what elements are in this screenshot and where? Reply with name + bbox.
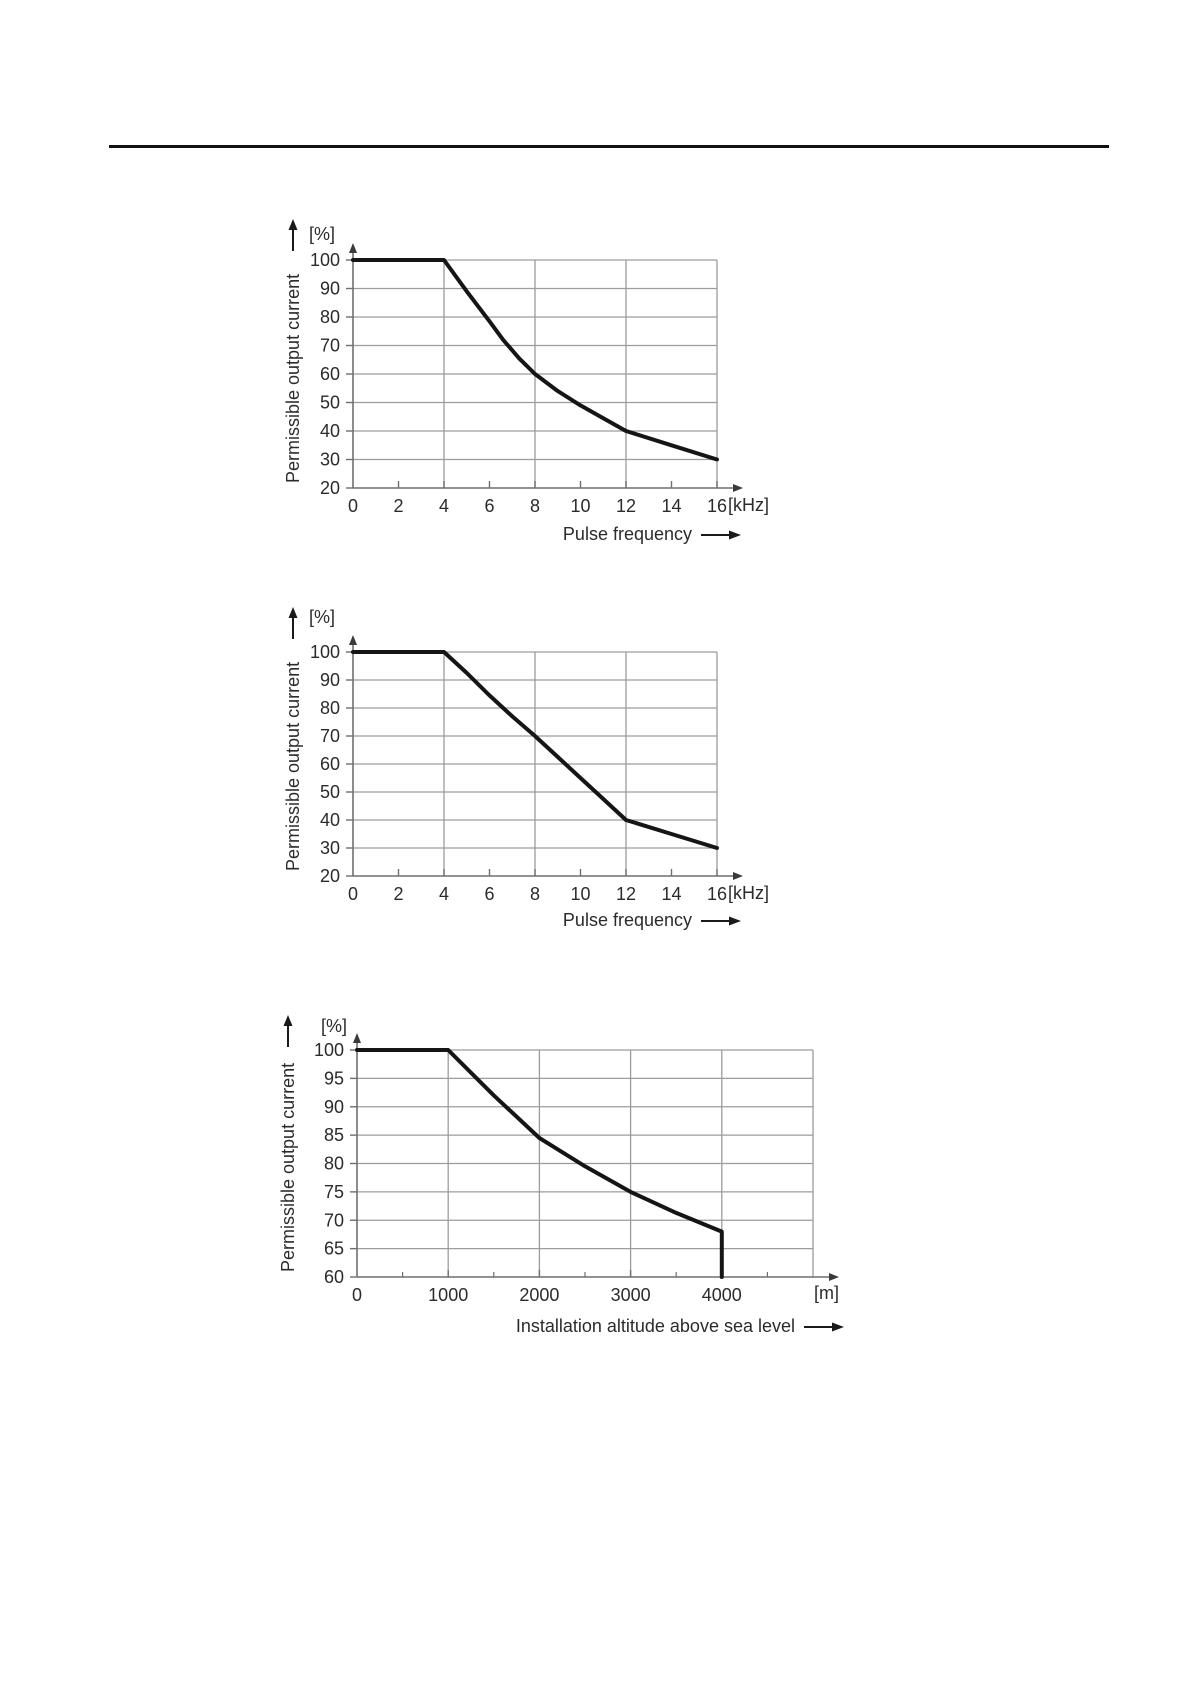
x-unit-label: [kHz] <box>728 883 770 903</box>
y-tick-label: 85 <box>324 1125 344 1145</box>
x-axis-arrowhead <box>733 872 743 880</box>
y-tick-label: 80 <box>320 307 340 327</box>
right-arrow-icon <box>804 1322 844 1331</box>
y-tick-label: 90 <box>320 670 340 690</box>
x-tick-label: 8 <box>530 496 540 516</box>
x-tick-label: 10 <box>570 496 590 516</box>
x-tick-label: 10 <box>570 884 590 904</box>
derating-curve <box>351 258 719 462</box>
y-tick-label: 100 <box>310 642 340 662</box>
x-tick-label: 1000 <box>428 1285 468 1305</box>
up-arrow-icon <box>288 607 298 618</box>
x-axis-label: Pulse frequency <box>562 910 692 930</box>
y-tick-label: 40 <box>320 421 340 441</box>
x-tick-label: 0 <box>348 496 358 516</box>
y-axis-label: Permissible output current <box>283 661 303 871</box>
x-axis-arrowhead <box>733 484 743 492</box>
derating-curve <box>355 1048 724 1279</box>
x-tick-label: 14 <box>661 496 681 516</box>
y-tick-label: 70 <box>320 726 340 746</box>
header-rule <box>109 145 1109 148</box>
x-tick-label: 4000 <box>702 1285 742 1305</box>
x-tick-label: 16 <box>707 884 727 904</box>
right-arrow-icon <box>701 916 741 925</box>
y-tick-label: 80 <box>324 1154 344 1174</box>
x-tick-label: 12 <box>616 496 636 516</box>
x-tick-label: 0 <box>348 884 358 904</box>
up-arrow-icon <box>288 219 298 230</box>
y-unit-label: [%] <box>321 1016 348 1036</box>
x-tick-label: 4 <box>439 884 449 904</box>
x-tick-label: 2 <box>393 496 403 516</box>
x-tick-label: 6 <box>484 496 494 516</box>
y-tick-label: 50 <box>320 393 340 413</box>
y-unit-label: [%] <box>309 224 336 244</box>
y-tick-label: 95 <box>324 1068 344 1088</box>
x-tick-label: 3000 <box>611 1285 651 1305</box>
x-tick-label: 0 <box>352 1285 362 1305</box>
x-tick-label: 4 <box>439 496 449 516</box>
y-tick-label: 65 <box>324 1239 344 1259</box>
x-axis-label-row: Installation altitude above sea level <box>516 1316 844 1337</box>
x-tick-label: 2000 <box>519 1285 559 1305</box>
x-unit-label: [kHz] <box>728 495 770 515</box>
up-arrow-icon <box>283 1015 293 1026</box>
right-arrow-icon <box>701 530 741 539</box>
x-unit-label: [m] <box>814 1283 839 1303</box>
y-axis-label: Permissible output current <box>283 273 303 483</box>
y-axis-arrowhead <box>349 635 357 645</box>
y-unit-label: [%] <box>309 607 336 627</box>
y-tick-label: 60 <box>320 364 340 384</box>
y-axis-arrowhead <box>353 1033 361 1043</box>
y-tick-label: 70 <box>324 1210 344 1230</box>
x-axis-label: Installation altitude above sea level <box>515 1316 795 1336</box>
y-tick-label: 20 <box>320 478 340 498</box>
y-tick-label: 30 <box>320 838 340 858</box>
y-tick-label: 60 <box>324 1267 344 1287</box>
y-tick-label: 80 <box>320 698 340 718</box>
y-tick-label: 90 <box>324 1097 344 1117</box>
x-tick-label: 8 <box>530 884 540 904</box>
y-tick-label: 40 <box>320 810 340 830</box>
y-tick-label: 50 <box>320 782 340 802</box>
x-tick-label: 2 <box>393 884 403 904</box>
x-tick-label: 14 <box>661 884 681 904</box>
y-axis-label: Permissible output current <box>278 1062 298 1272</box>
x-axis-arrowhead <box>829 1273 839 1281</box>
x-axis-label-row: Pulse frequency <box>563 524 741 545</box>
y-tick-label: 90 <box>320 279 340 299</box>
x-axis-label-row: Pulse frequency <box>563 910 741 931</box>
x-tick-label: 6 <box>484 884 494 904</box>
y-tick-label: 20 <box>320 866 340 886</box>
y-tick-label: 75 <box>324 1182 344 1202</box>
derating-curve <box>351 650 719 850</box>
y-tick-label: 100 <box>310 250 340 270</box>
y-tick-label: 60 <box>320 754 340 774</box>
y-tick-label: 30 <box>320 450 340 470</box>
y-axis-arrowhead <box>349 243 357 253</box>
x-tick-label: 12 <box>616 884 636 904</box>
x-tick-label: 16 <box>707 496 727 516</box>
y-tick-label: 70 <box>320 336 340 356</box>
x-axis-label: Pulse frequency <box>562 524 692 544</box>
y-tick-label: 100 <box>314 1040 344 1060</box>
